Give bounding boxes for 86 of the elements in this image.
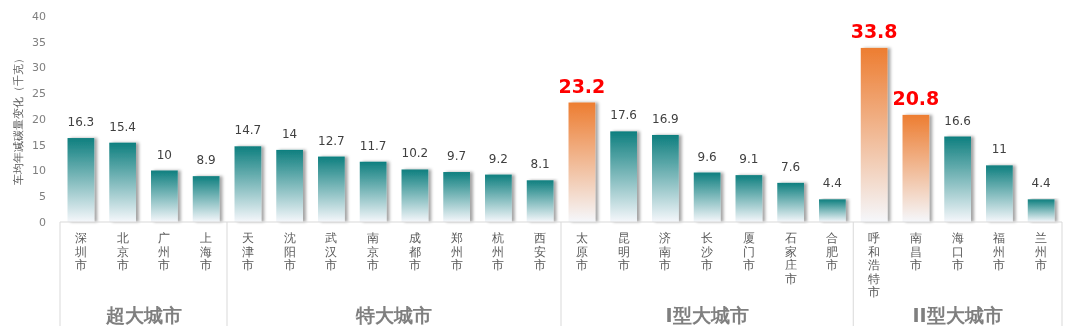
data-label: 9.2 — [488, 151, 508, 166]
data-label: 12.7 — [318, 133, 345, 148]
x-tick-label: 北京市 — [116, 231, 129, 272]
bar — [485, 174, 512, 222]
data-label: 23.2 — [558, 74, 606, 97]
data-label: 8.1 — [530, 157, 550, 172]
data-label: 7.6 — [781, 159, 801, 174]
y-tick-label: 30 — [32, 61, 46, 75]
bar — [777, 182, 804, 222]
bar — [67, 138, 95, 222]
x-tick-label: 海口市 — [951, 231, 964, 272]
x-tick-label: 福州市 — [993, 231, 1006, 272]
text: II型大城市 — [912, 304, 1003, 326]
data-label: 33.8 — [850, 19, 898, 42]
data-label: 20.8 — [892, 86, 940, 109]
data-label: 9.6 — [697, 149, 717, 164]
x-tick-label: 沈阳市 — [283, 231, 296, 272]
data-label: 17.6 — [610, 108, 637, 123]
data-label: 10 — [156, 147, 173, 162]
x-tick-label: 郑州市 — [450, 231, 463, 272]
text: 特大城市 — [355, 304, 432, 326]
x-tick-label: 深圳市 — [73, 231, 87, 272]
x-tick-label: 杭州市 — [491, 231, 505, 272]
x-tick-label: 南京市 — [367, 231, 380, 272]
y-tick-label: 25 — [32, 87, 46, 101]
y-tick-label: 5 — [39, 190, 46, 204]
x-tick-label: 呼和浩特市 — [868, 231, 881, 299]
bar — [192, 176, 220, 222]
x-tick-label: 南昌市 — [909, 231, 922, 272]
x-tick-label: 长沙市 — [701, 231, 714, 272]
y-tick-label: 35 — [32, 35, 46, 49]
x-tick-label: 广州市 — [158, 231, 171, 272]
y-tick-label: 0 — [39, 215, 46, 229]
bar — [234, 146, 262, 222]
data-label: 9.7 — [447, 149, 467, 164]
x-tick-label: 石家庄市 — [784, 231, 797, 286]
data-label: 4.4 — [1031, 176, 1051, 191]
data-label: 9.1 — [739, 152, 759, 167]
x-tick-label: 太原市 — [575, 231, 588, 272]
y-tick-label: 20 — [32, 112, 46, 126]
y-tick-label: 15 — [32, 138, 46, 152]
data-label: 16.6 — [944, 113, 971, 128]
bar — [735, 175, 763, 222]
data-label: 16.9 — [652, 111, 679, 126]
x-tick-label: 上海市 — [200, 231, 213, 272]
y-tick-label: 40 — [32, 9, 46, 23]
text: I型大城市 — [665, 304, 749, 326]
bar — [318, 156, 345, 222]
x-tick-label: 成都市 — [408, 231, 421, 272]
bar — [359, 161, 387, 222]
data-label: 16.3 — [67, 115, 95, 130]
data-label: 15.4 — [109, 119, 136, 134]
data-label: 10.2 — [401, 146, 429, 161]
bar — [902, 114, 930, 222]
data-label: 8.9 — [196, 153, 216, 168]
data-label: 4.4 — [822, 176, 842, 191]
x-tick-label: 武汉市 — [325, 231, 338, 272]
data-label: 11 — [991, 142, 1008, 157]
bar — [109, 142, 136, 222]
x-tick-label: 西安市 — [534, 231, 547, 272]
x-tick-label: 兰州市 — [1035, 231, 1048, 272]
bar — [276, 149, 303, 222]
bar — [610, 131, 637, 222]
bar — [819, 199, 846, 222]
data-label: 11.7 — [359, 138, 387, 153]
bar — [443, 172, 470, 222]
y-tick-label: 10 — [32, 164, 46, 178]
bar — [693, 172, 721, 222]
bar — [986, 165, 1013, 222]
x-tick-label: 昆明市 — [617, 231, 630, 272]
text: 超大城市 — [104, 304, 182, 326]
bar — [401, 169, 429, 222]
x-tick-label: 厦门市 — [742, 231, 755, 272]
x-tick-label: 合肥市 — [826, 231, 839, 272]
bar — [526, 180, 554, 222]
bar — [1027, 199, 1055, 222]
x-tick-label: 济南市 — [659, 231, 672, 272]
x-tick-label: 天津市 — [241, 231, 254, 272]
bar — [944, 136, 971, 222]
bar — [860, 47, 888, 222]
bar — [568, 102, 596, 222]
data-label: 14 — [281, 126, 298, 141]
bar — [652, 134, 679, 222]
bar — [151, 170, 178, 222]
y-axis-title: 车均年减碳量变化（千克） — [12, 53, 25, 185]
data-label: 14.7 — [234, 123, 262, 138]
